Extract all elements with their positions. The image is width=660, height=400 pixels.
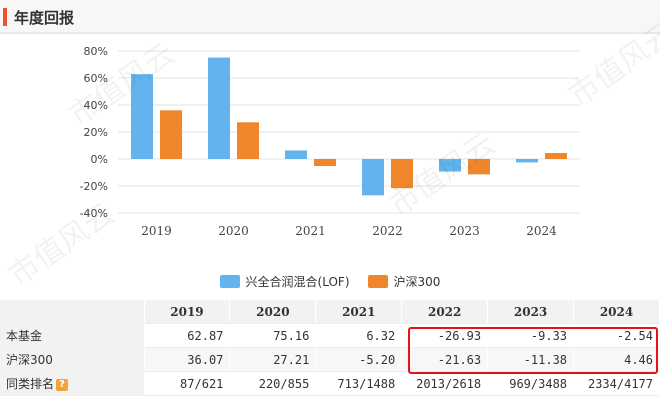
y-tick-label: 40% xyxy=(84,99,108,112)
y-tick-label: 0% xyxy=(91,153,108,166)
bar-fund xyxy=(208,57,230,160)
legend-swatch-index xyxy=(367,274,388,288)
help-icon[interactable]: ? xyxy=(56,379,69,391)
annual-return-chart: -40% -20% 0% 20% 40% 60% 80% 2019 2020 2021 2022 20… xyxy=(80,45,580,238)
section-title: 年度回报 xyxy=(14,9,75,27)
table-row-fund: 本基金 62.87 75.16 6.32 -26.93 -9.33 -2.54 xyxy=(0,323,660,348)
bar-index xyxy=(468,159,490,175)
row-label: 沪深300 xyxy=(0,347,145,372)
bar-index xyxy=(545,152,567,159)
bar-index xyxy=(160,110,182,159)
y-tick-label: 60% xyxy=(84,72,108,85)
table-cell: -21.63 xyxy=(401,347,489,372)
x-tick-label: 2020 xyxy=(218,224,249,238)
row-label: 同类排名? xyxy=(0,371,145,396)
legend-label-fund: 兴全合润混合(LOF) xyxy=(245,274,350,289)
table-corner xyxy=(0,300,145,324)
table-cell: -5.20 xyxy=(315,347,403,372)
table-cell: 4.46 xyxy=(573,347,660,372)
chart-legend: 兴全合润混合(LOF) 沪深300 xyxy=(0,271,660,291)
table-header-row: 2019 2020 2021 2022 2023 2024 xyxy=(0,300,660,324)
column-header: 2020 xyxy=(229,300,317,324)
section-header: 年度回报 xyxy=(0,0,660,34)
column-header: 2023 xyxy=(487,300,575,324)
bar-index xyxy=(314,159,336,167)
legend-item-index[interactable]: 沪深300 xyxy=(367,273,441,290)
bar-fund xyxy=(285,150,307,159)
y-tick-label: -40% xyxy=(80,207,108,220)
table-cell: 36.07 xyxy=(144,347,231,372)
bar-fund xyxy=(516,159,538,163)
bar-index xyxy=(391,159,413,189)
table-cell: -26.93 xyxy=(401,323,489,348)
table-cell: 2013/2618 xyxy=(401,371,489,396)
x-tick-label: 2024 xyxy=(526,224,557,238)
table-cell: 713/1488 xyxy=(315,371,403,396)
table-cell: 75.16 xyxy=(229,323,317,348)
bar-fund xyxy=(362,159,384,196)
x-tick-label: 2019 xyxy=(141,224,172,238)
header-accent-bar xyxy=(3,8,7,26)
table-cell: 87/621 xyxy=(144,371,231,396)
table-row-rank: 同类排名? 87/621 220/855 713/1488 2013/2618 … xyxy=(0,371,660,396)
table-cell: -2.54 xyxy=(573,323,660,348)
table-cell: -11.38 xyxy=(487,347,575,372)
y-tick-label: -20% xyxy=(80,180,108,193)
y-tick-label: 20% xyxy=(84,126,108,139)
table-cell: 27.21 xyxy=(229,347,317,372)
table-cell: 2334/4177 xyxy=(573,371,660,396)
bar-fund xyxy=(131,74,153,159)
column-header: 2019 xyxy=(144,300,231,324)
annual-return-table: 2019 2020 2021 2022 2023 2024 本基金 62.87 … xyxy=(0,300,660,396)
legend-label-index: 沪深300 xyxy=(393,274,441,289)
column-header: 2024 xyxy=(573,300,660,324)
y-tick-label: 80% xyxy=(84,45,108,58)
bar-index xyxy=(237,122,259,159)
x-tick-label: 2023 xyxy=(449,224,480,238)
table-cell: 62.87 xyxy=(144,323,231,348)
table-cell: 220/855 xyxy=(229,371,317,396)
row-label-text: 同类排名 xyxy=(6,377,55,391)
bar-fund xyxy=(439,159,461,172)
x-tick-label: 2021 xyxy=(295,224,326,238)
legend-item-fund[interactable]: 兴全合润混合(LOF) xyxy=(219,273,350,290)
column-header: 2021 xyxy=(315,300,403,324)
legend-swatch-fund xyxy=(219,274,240,288)
table-cell: 969/3488 xyxy=(487,371,575,396)
table-cell: 6.32 xyxy=(315,323,403,348)
row-label: 本基金 xyxy=(0,323,145,348)
table-cell: -9.33 xyxy=(487,323,575,348)
table-row-index: 沪深300 36.07 27.21 -5.20 -21.63 -11.38 4.… xyxy=(0,347,660,372)
x-tick-label: 2022 xyxy=(372,224,403,238)
column-header: 2022 xyxy=(401,300,489,324)
